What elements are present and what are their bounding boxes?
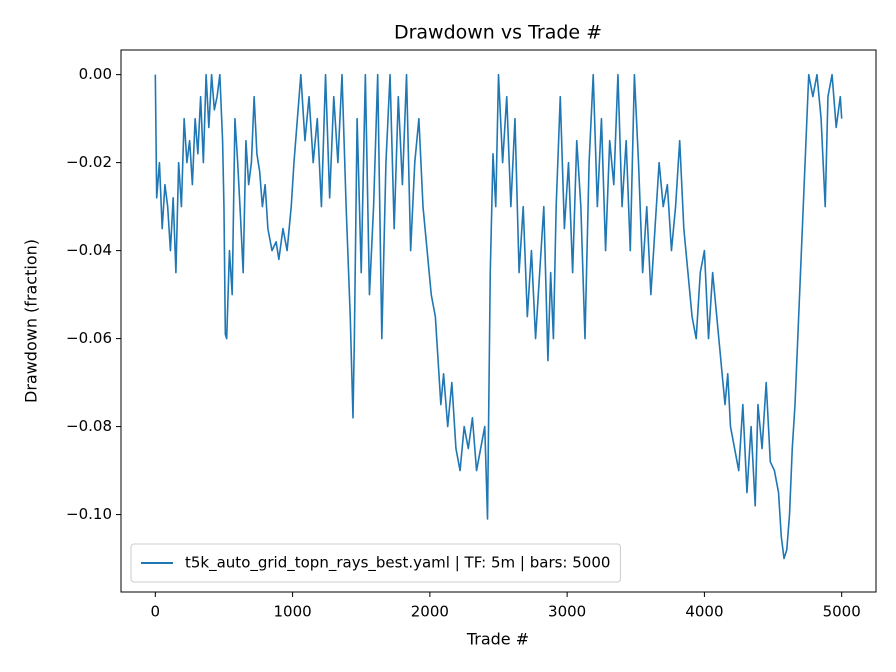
legend-label: t5k_auto_grid_topn_rays_best.yaml | TF: … (185, 554, 610, 573)
y-tick-label: −0.08 (66, 417, 112, 435)
x-tick-label: 1000 (273, 603, 311, 621)
x-tick-label: 4000 (685, 603, 723, 621)
y-axis-label: Drawdown (fraction) (22, 239, 41, 403)
y-tick-label: −0.10 (66, 505, 112, 523)
x-tick-label: 2000 (411, 603, 449, 621)
x-axis-label: Trade # (466, 630, 529, 649)
y-tick-label: 0.00 (79, 65, 112, 83)
chart-title: Drawdown vs Trade # (394, 22, 602, 44)
plot-frame (120, 49, 877, 593)
data-line (154, 73, 843, 560)
legend-box (130, 543, 621, 583)
y-tick-label: −0.06 (66, 329, 112, 347)
y-tick-label: −0.04 (66, 241, 112, 259)
x-tick-label: 5000 (823, 603, 861, 621)
x-tick-label: 0 (151, 603, 161, 621)
x-tick-label: 3000 (548, 603, 586, 621)
y-tick-label: −0.02 (66, 153, 112, 171)
